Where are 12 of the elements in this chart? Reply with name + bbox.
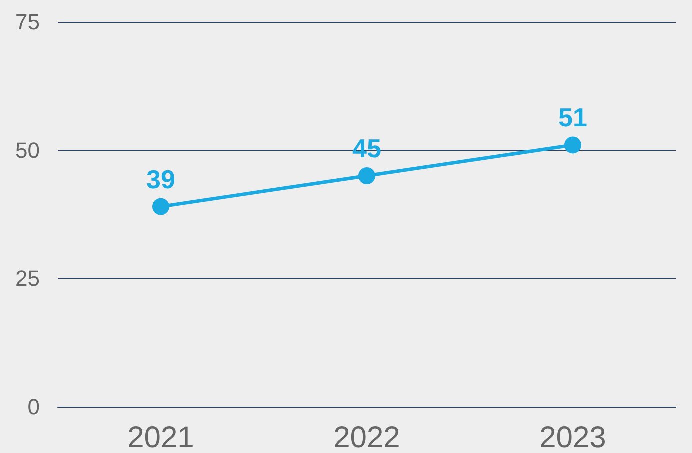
- point: [358, 168, 376, 184]
- point: [152, 198, 170, 216]
- data-label: 39: [146, 164, 176, 194]
- data-label: 51: [558, 102, 588, 133]
- x-tick-label: 2022: [334, 422, 400, 453]
- y-tick-label: 25: [16, 266, 40, 292]
- x-tick-label: 2021: [128, 422, 194, 453]
- x-tick-label: 2023: [540, 422, 606, 453]
- y-tick-label: 0: [28, 394, 40, 420]
- y-tick-label: 50: [16, 138, 40, 163]
- y-tick-label: 75: [16, 10, 40, 34]
- point: [564, 136, 582, 154]
